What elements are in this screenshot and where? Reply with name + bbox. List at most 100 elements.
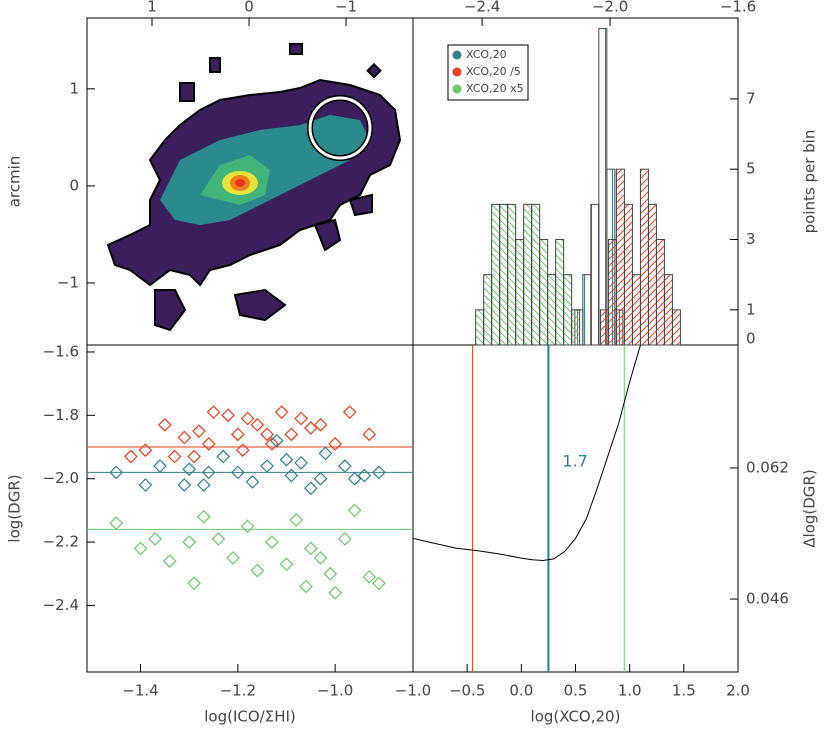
y-tick-label: −2.0	[43, 469, 79, 487]
scatter-point	[274, 405, 289, 420]
scatter-point	[138, 478, 153, 492]
scatter-point	[347, 471, 362, 486]
scatter-point	[303, 481, 318, 496]
contour-island	[366, 62, 382, 79]
x-axis-label: log(ICO/ΣHI)	[204, 708, 296, 726]
histogram-bar	[555, 239, 565, 346]
y-tick-label: 1	[746, 300, 756, 318]
x-tick-label: −1.2	[220, 682, 256, 700]
scatter-point	[192, 424, 206, 439]
scatter-point	[372, 576, 386, 591]
scatter-point	[240, 519, 255, 534]
scatter-point	[347, 503, 362, 518]
scatter-point	[153, 459, 167, 473]
histogram-bar	[491, 203, 501, 346]
scatter-point	[162, 554, 177, 568]
scatter-point	[216, 449, 231, 464]
scatter-point	[109, 465, 124, 480]
contour-map	[106, 43, 402, 332]
histogram-bar	[539, 239, 549, 346]
x-tick-label: 1.5	[672, 682, 696, 700]
histogram-bar	[499, 203, 509, 346]
scatter-point	[342, 405, 357, 420]
histogram-bar	[671, 309, 681, 346]
y-tick-label: 7	[746, 89, 756, 107]
scatter-point	[109, 516, 124, 530]
scatter-point	[240, 411, 255, 426]
y-axis-label: Δlog(DGR)	[801, 469, 819, 547]
y-tick-label: 0	[746, 330, 756, 348]
scatter-point	[279, 452, 294, 467]
scatter-point	[313, 418, 328, 432]
y-tick-label: −1.8	[43, 406, 79, 424]
scatter-point	[201, 465, 216, 480]
scatter-point	[299, 579, 313, 594]
scatter-point	[221, 408, 235, 423]
histogram-bar	[631, 274, 641, 346]
histogram-bar	[483, 274, 493, 346]
histogram-bar	[531, 203, 541, 346]
histogram-bar	[475, 309, 485, 346]
contour-island	[154, 289, 187, 332]
legend-label: XCO,20 x5	[466, 82, 524, 95]
scatter-point	[250, 563, 265, 578]
scatter-point	[230, 427, 245, 442]
histogram-bar	[639, 168, 649, 346]
scatter-point	[187, 576, 201, 591]
histogram-bar	[607, 239, 617, 346]
contour-island	[289, 43, 303, 55]
scatter-point	[177, 430, 192, 445]
histogram-bar	[655, 239, 665, 346]
scatter-point	[265, 535, 279, 549]
histogram-bar	[563, 274, 573, 346]
y-tick-label: 3	[746, 230, 756, 248]
region-circle	[308, 96, 372, 160]
x-tick-label: −1.0	[317, 682, 353, 700]
scatter-point	[196, 509, 211, 524]
scatter-point	[226, 551, 240, 565]
x-tick-label: 0	[244, 0, 254, 16]
x-axis-label: log(XCO,20)	[531, 708, 621, 726]
x-tick-label: −2.0	[592, 0, 628, 16]
plot-area	[413, 345, 641, 672]
histogram-bar	[507, 203, 517, 346]
scatter-point	[250, 418, 265, 432]
scatter-point	[338, 532, 352, 546]
x-tick-label: −2.4	[464, 0, 500, 16]
histogram-bar	[590, 203, 600, 346]
histogram-bar	[615, 168, 625, 346]
histogram-bar	[623, 203, 633, 346]
contour-island	[179, 82, 195, 102]
scatter-point	[265, 437, 279, 451]
scatter-point	[187, 449, 201, 464]
scatter-point	[318, 446, 333, 461]
scatter-point	[260, 459, 274, 473]
scatter-point	[284, 468, 299, 483]
x-tick-label: −1.0	[395, 682, 431, 700]
scatter-point	[289, 513, 304, 527]
scatter-point	[323, 566, 338, 581]
y-axis-label: points per bin	[801, 130, 819, 234]
y-tick-label: −2.4	[43, 596, 79, 614]
scatter-point	[313, 471, 328, 486]
y-tick-label: −1	[57, 273, 79, 291]
scatter-point	[260, 427, 274, 442]
scatter-point	[123, 449, 138, 464]
scatter-point	[230, 465, 245, 480]
histogram-bar	[547, 274, 557, 346]
scatter-point	[269, 433, 284, 448]
legend-marker	[452, 50, 462, 60]
x-tick-label: 2.0	[726, 682, 750, 700]
x-tick-label: 0.5	[564, 682, 588, 700]
annotation: 1.7	[562, 452, 587, 471]
y-tick-label: 1	[69, 79, 79, 97]
y-tick-label: −2.2	[43, 533, 79, 551]
histogram-bar	[647, 203, 657, 346]
y-tick-label: 0	[69, 176, 79, 194]
legend-marker	[452, 67, 462, 77]
scatter-point	[206, 405, 221, 420]
x-tick-label: −1	[335, 0, 357, 16]
scatter-point	[362, 427, 377, 442]
scatter-point	[167, 449, 182, 464]
scatter-point	[372, 465, 386, 480]
